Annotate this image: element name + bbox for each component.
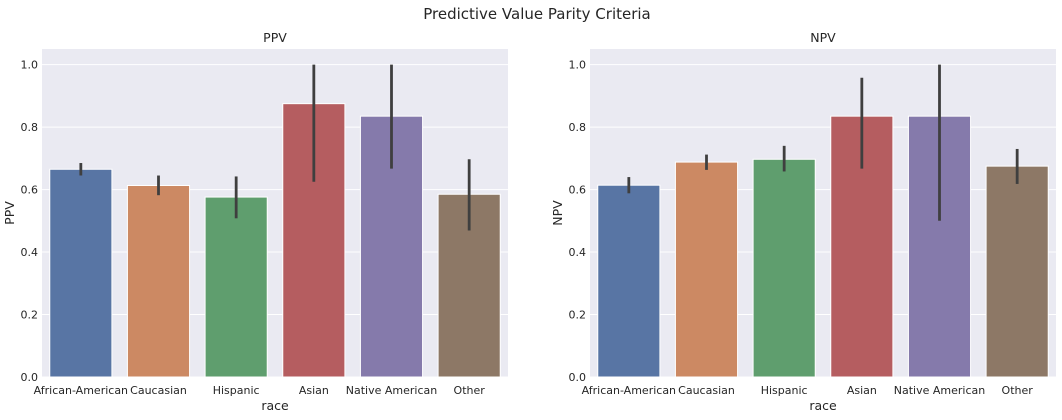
y-tick-label: 0.2 bbox=[569, 309, 587, 322]
bar-african-american bbox=[597, 184, 661, 378]
y-axis-label: PPV bbox=[2, 201, 17, 225]
plot-area bbox=[590, 49, 1056, 377]
x-tick-label: Hispanic bbox=[213, 384, 260, 397]
x-tick-label: Native American bbox=[894, 384, 985, 397]
bar-african-american bbox=[49, 168, 113, 378]
y-tick-label: 1.0 bbox=[21, 59, 39, 72]
plot-area bbox=[42, 49, 508, 377]
x-tick-label: Caucasian bbox=[678, 384, 735, 397]
chart-npv: 0.0 0.2 0.4 0.6 0.8 1.0 African-American Caucas… bbox=[550, 30, 1056, 413]
x-tick-label: Asian bbox=[847, 384, 877, 397]
x-tick-label: Other bbox=[1002, 384, 1034, 397]
x-axis-label: race bbox=[809, 398, 837, 413]
y-tick-label: 0.4 bbox=[569, 246, 587, 259]
bar-hispanic bbox=[752, 158, 816, 378]
chart-title: PPV bbox=[263, 30, 287, 45]
bar-caucasian bbox=[126, 185, 191, 378]
x-tick-label: African-American bbox=[582, 384, 676, 397]
chart-title: NPV bbox=[810, 30, 836, 45]
x-tick-label: Hispanic bbox=[761, 384, 808, 397]
x-tick-label: Other bbox=[454, 384, 486, 397]
y-tick-label: 0.0 bbox=[569, 371, 587, 384]
bar-hispanic bbox=[204, 196, 268, 378]
x-tick-label: Caucasian bbox=[130, 384, 187, 397]
x-tick-label: Native American bbox=[346, 384, 437, 397]
figure-title: Predictive Value Parity Criteria bbox=[423, 5, 651, 23]
y-tick-label: 0.4 bbox=[21, 246, 39, 259]
y-axis-label: NPV bbox=[550, 200, 565, 226]
bar-caucasian bbox=[674, 161, 739, 378]
x-tick-label: African-American bbox=[34, 384, 128, 397]
x-tick-label: Asian bbox=[299, 384, 329, 397]
y-tick-label: 0.6 bbox=[569, 184, 587, 197]
y-tick-label: 0.8 bbox=[21, 121, 39, 134]
x-axis-label: race bbox=[261, 398, 289, 413]
y-tick-label: 0.0 bbox=[21, 371, 39, 384]
chart-ppv: 0.0 0.2 0.4 0.6 0.8 1.0 African-American Caucas… bbox=[2, 30, 508, 413]
bar-other bbox=[985, 165, 1049, 378]
y-tick-label: 0.2 bbox=[21, 309, 39, 322]
y-tick-label: 0.8 bbox=[569, 121, 587, 134]
y-tick-label: 1.0 bbox=[569, 59, 587, 72]
y-tick-label: 0.6 bbox=[21, 184, 39, 197]
